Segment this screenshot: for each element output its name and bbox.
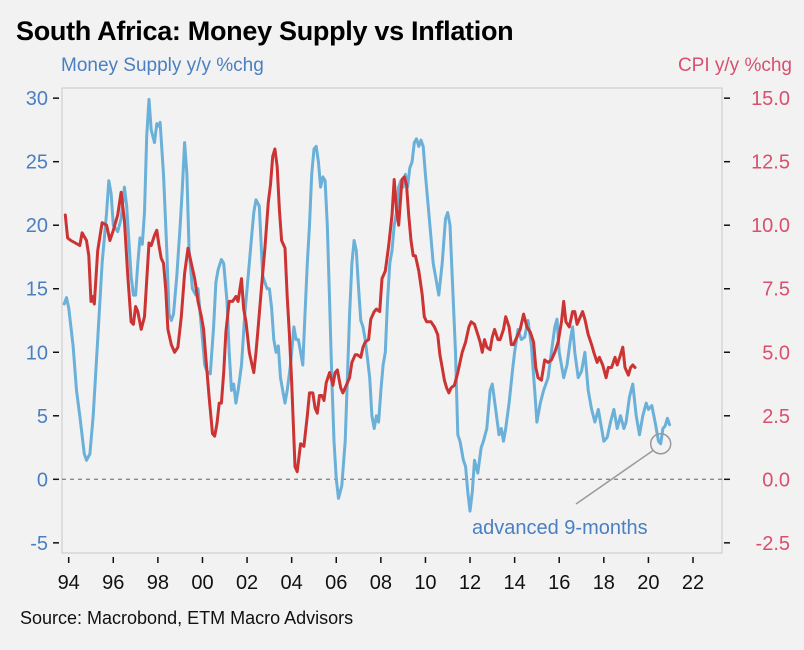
- x-tick-label: 14: [504, 572, 526, 594]
- x-tick-label: 02: [236, 572, 258, 594]
- right-tick-label: 5.0: [762, 342, 790, 364]
- money-supply-line: [62, 97, 672, 513]
- x-tick-label: 12: [459, 572, 481, 594]
- left-tick-label: 15: [26, 279, 48, 301]
- source-note: Source: Macrobond, ETM Macro Advisors: [20, 608, 354, 628]
- x-tick-label: 96: [102, 572, 124, 594]
- x-tick-label: 94: [58, 572, 80, 594]
- chart-title: South Africa: Money Supply vs Inflation: [16, 16, 514, 46]
- left-tick-label: 20: [26, 215, 48, 237]
- x-tick-label: 16: [548, 572, 570, 594]
- right-tick-label: 2.5: [762, 406, 790, 428]
- x-tick-label: 08: [370, 572, 392, 594]
- right-tick-label: 12.5: [751, 152, 790, 174]
- left-tick-label: 10: [26, 342, 48, 364]
- right-tick-label: 15.0: [751, 88, 790, 110]
- x-tick-label: 10: [414, 572, 436, 594]
- x-tick-label: 18: [593, 572, 615, 594]
- plot-frame: [61, 87, 723, 554]
- x-tick-label: 00: [191, 572, 213, 594]
- right-tick-label: 7.5: [762, 279, 790, 301]
- left-tick-label: -5: [30, 533, 48, 555]
- annotation-label: advanced 9-months: [472, 517, 648, 539]
- right-tick-label: 0.0: [762, 469, 790, 491]
- right-tick-label: -2.5: [756, 533, 790, 555]
- x-tick-label: 22: [682, 572, 704, 594]
- annotation-circle: [649, 432, 672, 455]
- left-tick-label: 5: [37, 406, 48, 428]
- right-axis-label: CPI y/y %chg: [677, 55, 792, 76]
- left-axis-label: Money Supply y/y %chg: [61, 55, 264, 76]
- left-tick-label: 30: [26, 88, 48, 110]
- right-tick-label: 10.0: [751, 215, 790, 237]
- cpi-line: [63, 147, 637, 474]
- x-tick-label: 20: [637, 572, 659, 594]
- annotation-leader-line: [575, 450, 654, 505]
- left-tick-label: 25: [26, 152, 48, 174]
- x-tick-label: 06: [325, 572, 347, 594]
- x-tick-label: 04: [281, 572, 303, 594]
- left-tick-label: 0: [37, 469, 48, 491]
- x-tick-label: 98: [147, 572, 169, 594]
